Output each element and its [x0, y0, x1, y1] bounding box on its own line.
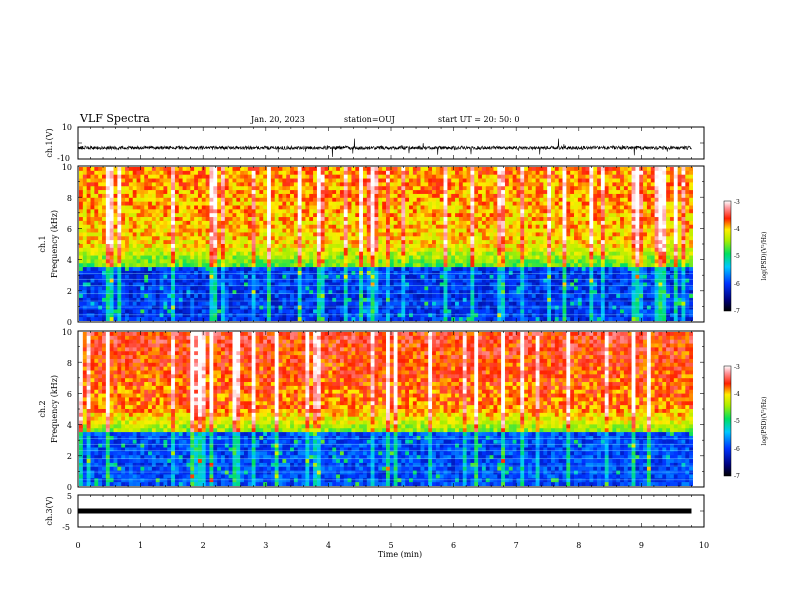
ch1-cbar-tick-m7: -7	[734, 308, 740, 315]
ch2-cbar-tick-m4: -4	[734, 391, 740, 398]
xtick-label-3: 3	[263, 541, 268, 550]
ch3-ytick-top: 5	[67, 492, 72, 501]
ch2-cbar-tick-m7: -7	[734, 473, 740, 480]
ch1-spec-ytick-0: 0	[67, 318, 72, 327]
ch2-colorbar-label: log(PSD)(V²/Hz)	[761, 397, 768, 446]
ch1-spectrogram-panel: 10 8 6 4 2 0 ch.1 Frequency (kHz) -3 -4 …	[38, 163, 768, 327]
ch1-waveform-ylabel: ch.1(V)	[45, 128, 54, 157]
ch1-channel-label: ch.1	[38, 235, 47, 252]
axis-ticks	[77, 126, 705, 528]
ch1-waveform-line	[77, 138, 692, 158]
xtick-label-8: 8	[576, 541, 581, 550]
ch2-spec-ytick-0: 0	[67, 483, 72, 492]
ch1-ytick-top: 10	[62, 123, 72, 132]
ch3-ytick-bottom: -5	[62, 523, 70, 532]
start-time-label: start UT = 20: 50: 0	[438, 115, 519, 124]
ch2-channel-label: ch.2	[38, 400, 47, 417]
ch1-spectrogram	[79, 167, 693, 321]
ch1-ytick-bottom: -10	[57, 154, 70, 163]
ch2-spectrogram-panel: 10 8 6 4 2 0 ch.2 Frequency (kHz) -3 -4 …	[38, 328, 768, 492]
ch2-cbar-tick-m6: -6	[734, 446, 740, 453]
ch1-cbar-tick-m3: -3	[734, 199, 740, 206]
ch2-spec-ytick-8: 8	[67, 359, 72, 368]
xtick-label-7: 7	[514, 541, 519, 550]
xtick-label-9: 9	[639, 541, 644, 550]
ch2-spectrogram	[79, 332, 693, 486]
x-axis-label: Time (min)	[378, 550, 422, 559]
xtick-label-6: 6	[451, 541, 456, 550]
xtick-label-5: 5	[388, 541, 393, 550]
figure-title: VLF Spectra	[79, 112, 150, 125]
ch1-colorbar-label: log(PSD)(V²/Hz)	[761, 232, 768, 281]
ch1-colorbar	[723, 200, 732, 312]
ch3-waveform-ylabel: ch.3(V)	[45, 496, 54, 525]
ch3-ytick-mid: 0	[67, 507, 72, 516]
xtick-label-2: 2	[201, 541, 206, 550]
ch2-spec-ytick-6: 6	[67, 390, 72, 399]
ch2-spec-ytick-2: 2	[67, 452, 72, 461]
xtick-label-1: 1	[138, 541, 143, 550]
station-label: station=OUJ	[344, 115, 395, 124]
ch1-cbar-tick-m5: -5	[734, 253, 740, 260]
x-axis: 0 1 2 3 4 5 6 7 8 9 10 Time (min)	[75, 541, 709, 559]
ch2-spec-ytick-10: 10	[62, 328, 72, 337]
ch1-cbar-tick-m4: -4	[734, 226, 740, 233]
ch1-spec-ytick-10: 10	[62, 163, 72, 172]
ch1-spec-ytick-6: 6	[67, 225, 72, 234]
ch1-waveform-panel: 10 -10 ch.1(V)	[45, 123, 705, 163]
ch3-waveform-panel: 5 0 -5 ch.3(V)	[45, 492, 705, 532]
xtick-label-10: 10	[699, 541, 709, 550]
ch2-cbar-tick-m3: -3	[734, 364, 740, 371]
xtick-label-0: 0	[75, 541, 80, 550]
ch1-spec-ytick-2: 2	[67, 287, 72, 296]
ch1-cbar-tick-m6: -6	[734, 281, 740, 288]
ch2-spec-ytick-4: 4	[67, 421, 72, 430]
ch1-spec-ytick-8: 8	[67, 194, 72, 203]
ch1-waveform-frame	[77, 126, 705, 160]
ch2-frequency-ylabel: Frequency (kHz)	[50, 375, 59, 443]
ch2-colorbar	[723, 365, 732, 477]
ch1-frequency-ylabel: Frequency (kHz)	[50, 210, 59, 278]
ch1-spec-ytick-4: 4	[67, 256, 72, 265]
ch2-cbar-tick-m5: -5	[734, 418, 740, 425]
recording-date: Jan. 20, 2023	[250, 115, 305, 124]
xtick-label-4: 4	[326, 541, 331, 550]
